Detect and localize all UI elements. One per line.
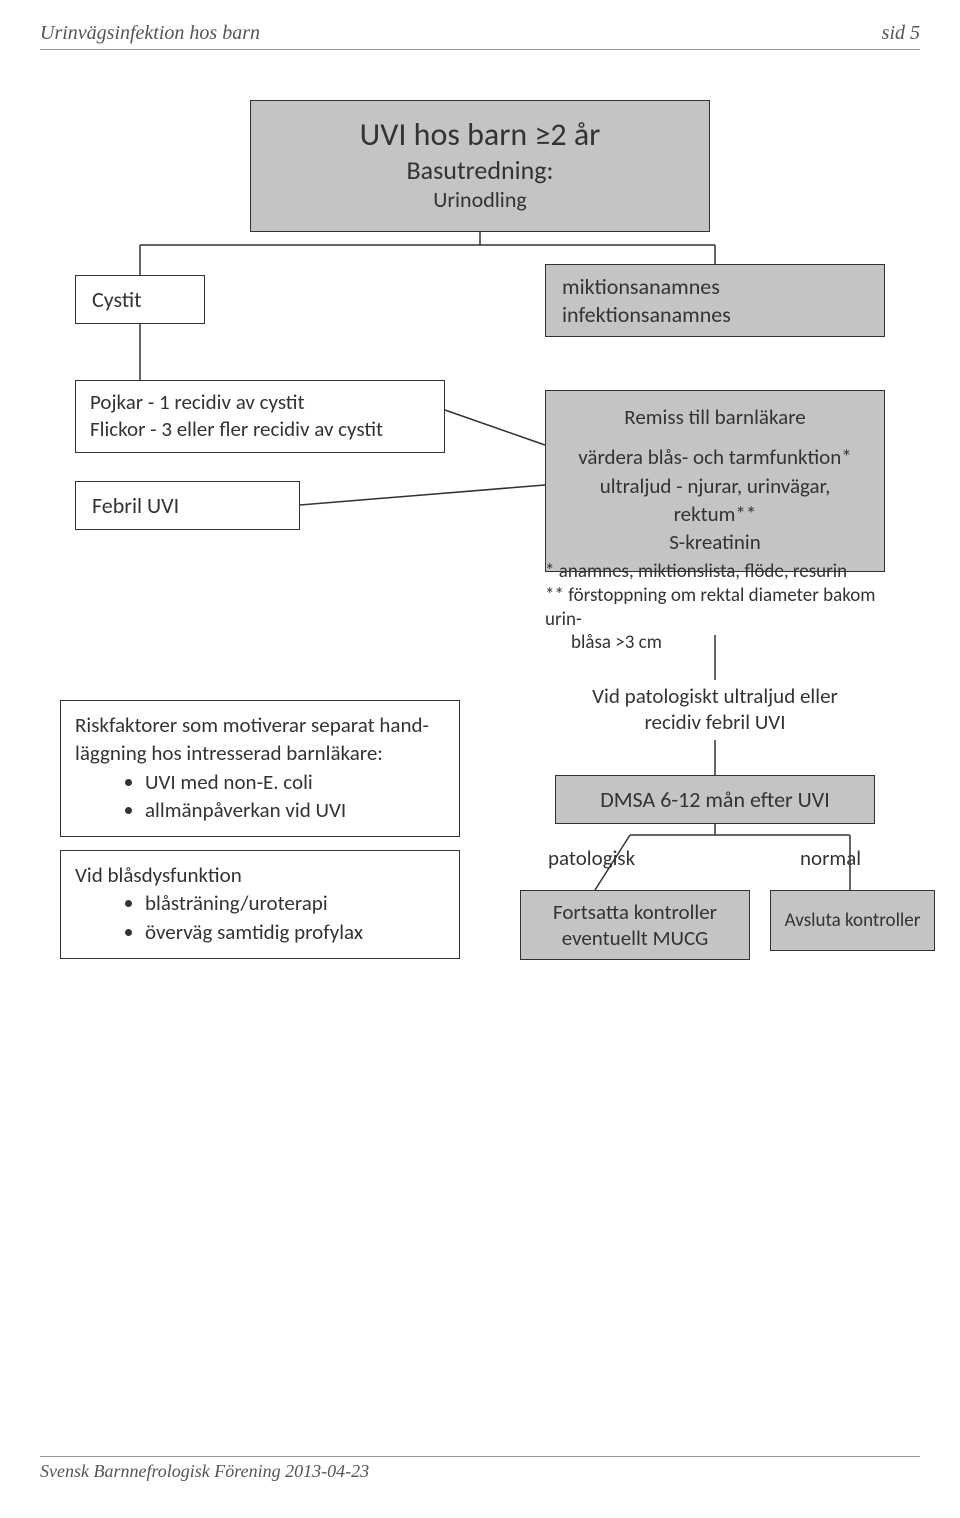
pojkar-l1: Pojkar - 1 recidiv av cystit xyxy=(90,389,430,416)
remiss-s1: värdera blås- och tarmfunktion* xyxy=(562,443,868,471)
avsluta-box: Avsluta kontroller xyxy=(770,890,935,951)
blas-bullet-2: överväg samtidig profylax xyxy=(145,918,445,946)
remiss-s3: S-kreatinin xyxy=(562,528,868,556)
header-right: sid 5 xyxy=(882,22,920,45)
fortsatta-box: Fortsatta kontroller eventuellt MUCG xyxy=(520,890,750,960)
footer-text: Svensk Barnnefrologisk Förening 2013-04-… xyxy=(40,1461,369,1481)
patologisk-label: patologisk xyxy=(548,845,635,871)
mik-l2: infektionsanamnes xyxy=(562,301,868,329)
miktions-box: miktionsanamnes infektionsanamnes xyxy=(545,264,885,337)
febril-box: Febril UVI xyxy=(75,481,300,530)
risk-box: Riskfaktorer som motiverar separat hand­… xyxy=(60,700,460,837)
cystit-label: Cystit xyxy=(92,286,141,313)
mik-l1: miktionsanamnes xyxy=(562,273,868,301)
note-1: * anamnes, miktionslista, flöde, resurin xyxy=(545,560,900,584)
note-2b: blåsa >3 cm xyxy=(545,631,900,655)
title-box: UVI hos barn ≥2 år Basutredning: Urinodl… xyxy=(250,100,710,232)
note-2: ** förstoppning om rektal diameter bakom… xyxy=(545,584,900,632)
path-top-1: Vid patologiskt ultraljud eller xyxy=(540,683,890,709)
path-top-2: recidiv febril UVI xyxy=(540,709,890,735)
pojkar-box: Pojkar - 1 recidiv av cystit Flickor - 3… xyxy=(75,380,445,453)
risk-bullet-1: UVI med non-E. coli xyxy=(145,768,445,796)
cystit-box: Cystit xyxy=(75,275,205,324)
febril-label: Febril UVI xyxy=(92,492,179,519)
header-left: Urinvägsinfektion hos barn xyxy=(40,22,260,45)
dmsa-box: DMSA 6-12 mån efter UVI xyxy=(555,775,875,824)
page-header: Urinvägsinfektion hos barn sid 5 xyxy=(40,22,920,50)
blas-bullet-1: blåsträning/uroterapi xyxy=(145,889,445,917)
footnotes: * anamnes, miktionslista, flöde, resurin… xyxy=(545,560,900,655)
normal-label: normal xyxy=(800,845,861,871)
risk-bullet-2: allmänpåverkan vid UVI xyxy=(145,796,445,824)
fortsatta-l1: Fortsatta kontroller xyxy=(531,899,739,925)
page-footer: Svensk Barnnefrologisk Förening 2013-04-… xyxy=(40,1456,920,1482)
title-line1: UVI hos barn ≥2 år xyxy=(271,115,689,154)
blas-box: Vid blåsdysfunktion blåsträning/uroterap… xyxy=(60,850,460,959)
dmsa-label: DMSA 6-12 mån efter UVI xyxy=(600,786,830,813)
blas-head: Vid blåsdysfunktion xyxy=(75,861,445,889)
remiss-s2: ultraljud - njurar, urinvägar, rektum** xyxy=(562,472,868,529)
risk-head: Riskfaktorer som motiverar separat hand­… xyxy=(75,711,445,768)
pojkar-l2: Flickor - 3 eller fler recidiv av cystit xyxy=(90,416,430,443)
title-line2: Basutredning: xyxy=(271,154,689,186)
remiss-head: Remiss till barnläkare xyxy=(562,403,868,431)
avsluta-label: Avsluta kontroller xyxy=(785,909,921,932)
remiss-box: Remiss till barnläkare värdera blås- och… xyxy=(545,390,885,572)
path-top-label: Vid patologiskt ultraljud eller recidiv … xyxy=(540,683,890,735)
title-line3: Urinodling xyxy=(271,186,689,213)
fortsatta-l2: eventuellt MUCG xyxy=(531,925,739,951)
